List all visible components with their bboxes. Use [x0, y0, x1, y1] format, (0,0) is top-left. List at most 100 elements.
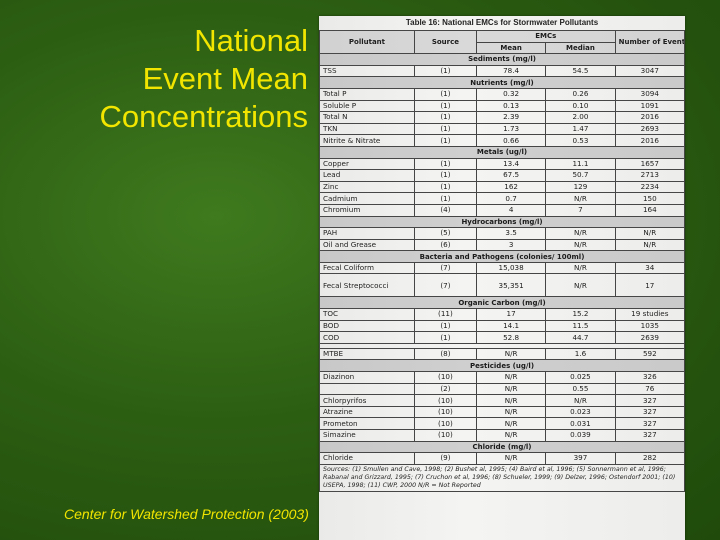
events-cell: 2693: [614, 122, 685, 136]
section-header-row: Organic Carbon (mg/l): [319, 296, 685, 310]
table-row: (2) N/R 0.55 76: [319, 382, 685, 396]
source-cell: (1): [413, 99, 477, 113]
pollutant-cell: PAH: [319, 227, 415, 240]
mean-cell: 0.7: [475, 192, 547, 205]
section-title: Nutrients (mg/l): [319, 76, 685, 89]
source-cell: (1): [413, 157, 477, 171]
events-cell: 3094: [614, 87, 685, 101]
mean-cell: N/R: [475, 347, 547, 361]
mean-cell: N/R: [475, 452, 547, 465]
median-cell: 397: [545, 452, 616, 465]
events-cell: 327: [614, 417, 685, 430]
events-cell: 327: [614, 429, 685, 442]
source-cell: (10): [413, 429, 477, 442]
table-row: COD (1) 52.8 44.7 2639: [319, 331, 685, 344]
table-body: Sediments (mg/l) TSS (1) 78.4 54.5 3047 Nutrie…: [319, 53, 685, 465]
mean-cell: 4: [475, 203, 547, 217]
mean-cell: N/R: [475, 382, 547, 396]
pollutant-cell: Prometon: [319, 417, 415, 430]
table-row: MTBE (8) N/R 1.6 592: [319, 347, 685, 361]
source-cell: (8): [413, 347, 477, 361]
header-emcs: EMCs: [475, 30, 616, 43]
pollutant-cell: Cadmium: [319, 192, 415, 205]
table-row: TSS (1) 78.4 54.5 3047: [319, 64, 685, 78]
table-row: Cadmium (1) 0.7 N/R 150: [319, 192, 685, 205]
mean-cell: 162: [475, 180, 547, 194]
section-header-row: Hydrocarbons (mg/l): [319, 215, 685, 229]
source-cell: (7): [413, 261, 477, 275]
median-cell: 0.55: [545, 382, 616, 396]
pollutant-cell: Atrazine: [319, 405, 415, 419]
pollutant-cell: Chromium: [319, 203, 415, 217]
mean-cell: 14.1: [475, 319, 547, 333]
pollutant-cell: TOC: [319, 308, 415, 321]
table-row: Atrazine (10) N/R 0.023 327: [319, 405, 685, 419]
median-cell: N/R: [545, 394, 616, 407]
median-cell: 129: [545, 180, 616, 194]
pollutant-cell: Diazinon: [319, 371, 415, 384]
pollutant-cell: MTBE: [319, 347, 415, 361]
section-title: Organic Carbon (mg/l): [319, 296, 685, 310]
pollutant-cell: Total P: [319, 87, 415, 101]
median-cell: 2.00: [545, 111, 616, 124]
header-events: Number of Events: [614, 29, 685, 55]
mean-cell: 0.13: [475, 99, 547, 113]
mean-cell: N/R: [475, 371, 547, 384]
table-row: Diazinon (10) N/R 0.025 326: [319, 371, 685, 384]
events-cell: 34: [614, 261, 685, 275]
source-cell: (1): [413, 192, 477, 205]
slide-title-line-2: Event Mean: [142, 61, 308, 97]
median-cell: 0.10: [545, 99, 616, 113]
pollutant-cell: Nitrite & Nitrate: [319, 134, 415, 147]
median-cell: N/R: [545, 273, 616, 298]
source-cell: (2): [413, 382, 477, 396]
section-header-row: Metals (ug/l): [319, 145, 685, 159]
pollutant-cell: [319, 382, 415, 396]
section-title: Metals (ug/l): [319, 145, 685, 159]
source-cell: (10): [413, 405, 477, 419]
events-cell: 2713: [614, 169, 685, 182]
mean-cell: 0.32: [475, 87, 547, 101]
events-cell: 19 studies: [614, 308, 685, 321]
median-cell: 11.5: [545, 319, 616, 333]
source-cell: (10): [413, 371, 477, 384]
median-cell: N/R: [545, 227, 616, 240]
median-cell: 44.7: [545, 331, 616, 344]
spacer-row: [319, 342, 685, 349]
source-cell: (1): [413, 319, 477, 333]
table-row: Fecal Streptococci (7) 35,351 N/R 17: [319, 273, 685, 298]
mean-cell: 3.5: [475, 227, 547, 240]
median-cell: 7: [545, 203, 616, 217]
median-cell: N/R: [545, 261, 616, 275]
source-cell: (5): [413, 227, 477, 240]
mean-cell: 52.8: [475, 331, 547, 344]
table-row: Soluble P (1) 0.13 0.10 1091: [319, 99, 685, 113]
mean-cell: N/R: [475, 429, 547, 442]
table-row: Oil and Grease (6) 3 N/R N/R: [319, 238, 685, 252]
pollutant-cell: Simazine: [319, 429, 415, 442]
median-cell: 0.031: [545, 417, 616, 430]
table-row: BOD (1) 14.1 11.5 1035: [319, 319, 685, 333]
events-cell: 150: [614, 192, 685, 205]
events-cell: 2016: [614, 111, 685, 124]
section-title: Pesticides (ug/l): [319, 359, 685, 373]
source-cell: (9): [413, 452, 477, 465]
median-cell: 0.53: [545, 134, 616, 147]
median-cell: 50.7: [545, 169, 616, 182]
table-row: Total P (1) 0.32 0.26 3094: [319, 87, 685, 101]
table-row: Chlorpyrifos (10) N/R N/R 327: [319, 394, 685, 407]
pollutant-cell: Fecal Streptococci: [319, 273, 415, 298]
mean-cell: 0.66: [475, 134, 547, 147]
events-cell: 2234: [614, 180, 685, 194]
events-cell: 1657: [614, 157, 685, 171]
slide-title: National Event Mean Concentrations: [8, 22, 308, 136]
events-cell: 282: [614, 452, 685, 465]
table-title: Table 16: National EMCs for Stormwater P…: [405, 18, 599, 27]
source-cell: (11): [413, 308, 477, 321]
mean-cell: N/R: [475, 417, 547, 430]
table-row: Prometon (10) N/R 0.031 327: [319, 417, 685, 430]
pollutant-cell: Fecal Coliform: [319, 261, 415, 275]
section-header-row: Bacteria and Pathogens (colonies/ 100ml): [319, 250, 685, 263]
section-header-row: Nutrients (mg/l): [319, 76, 685, 89]
events-cell: 3047: [614, 64, 685, 78]
